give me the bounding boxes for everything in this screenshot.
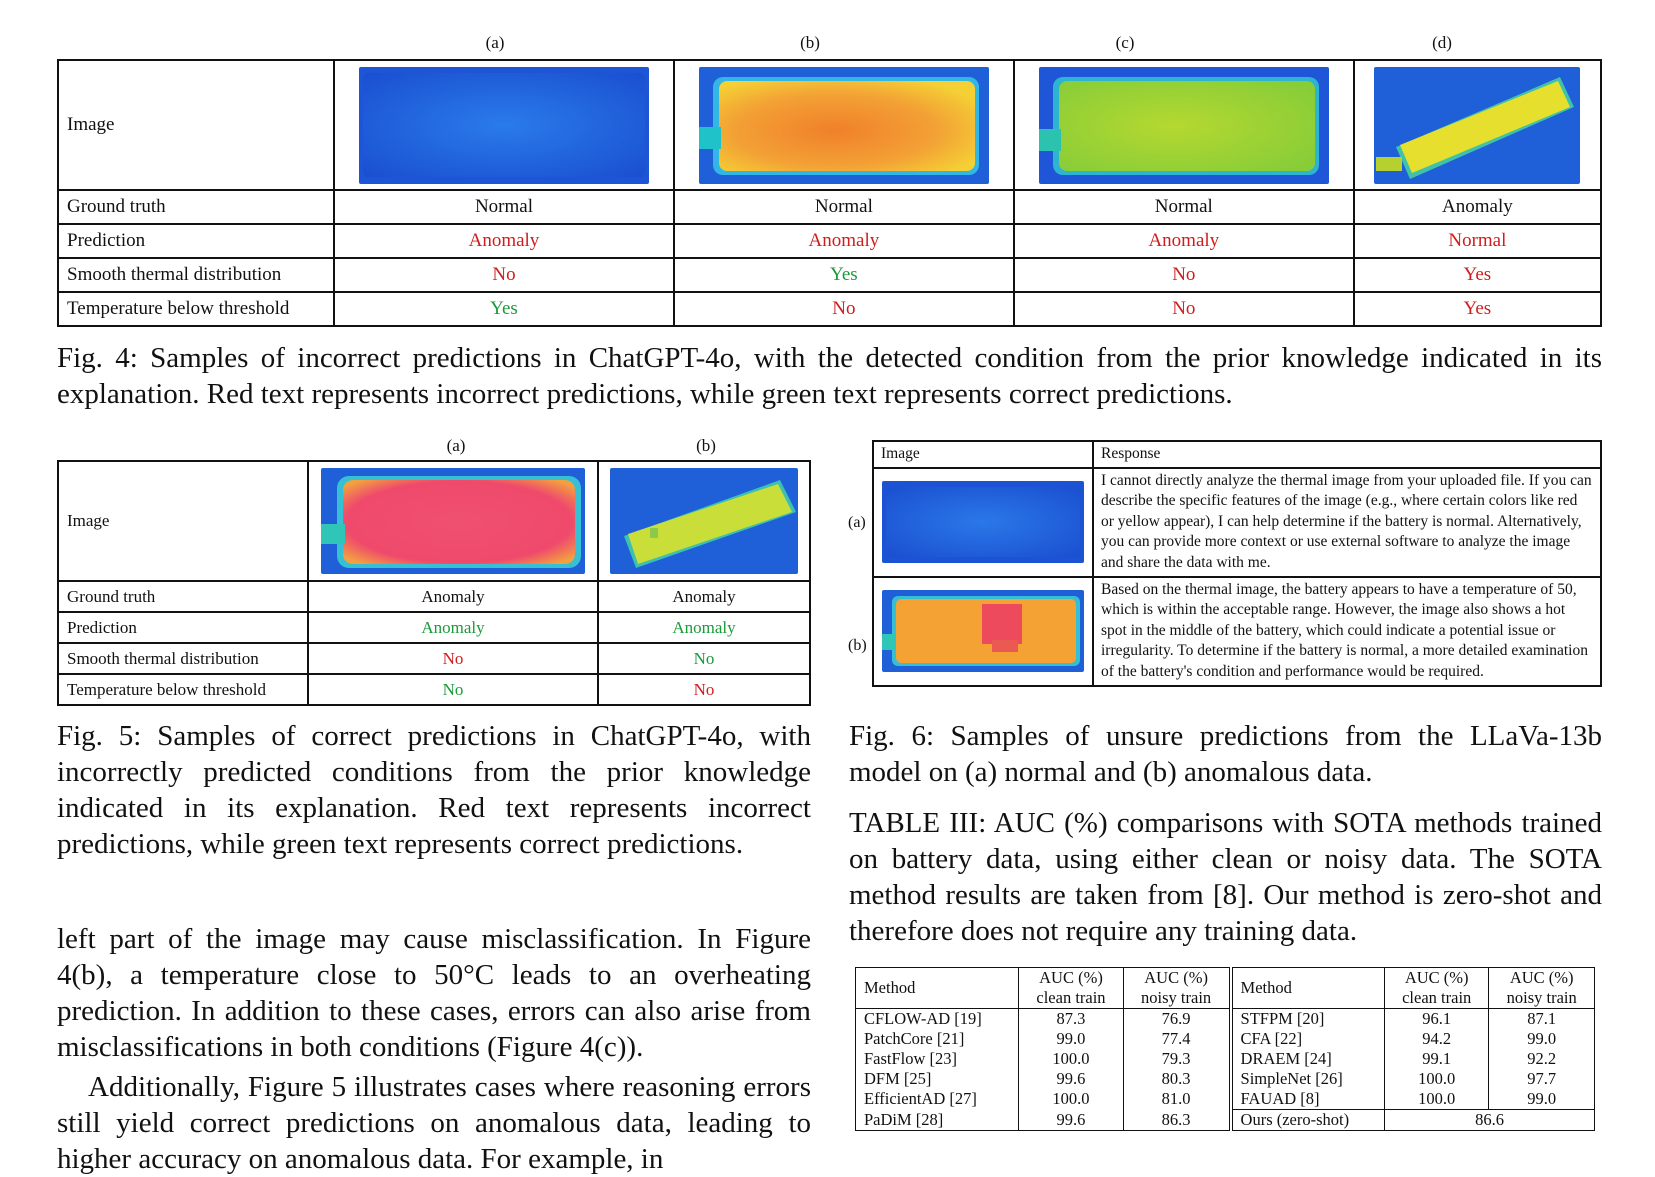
thermal-image-d bbox=[1352, 59, 1603, 191]
row-label-ground-truth: Ground truth bbox=[57, 580, 309, 613]
temperature-b: No bbox=[597, 673, 811, 706]
ground-truth-c: Normal bbox=[1012, 189, 1355, 225]
temperature-b: No bbox=[672, 291, 1015, 327]
temperature-a: No bbox=[306, 673, 600, 706]
body-paragraph-1: left part of the image may cause misclas… bbox=[57, 923, 811, 1063]
fig6-row-label-a: (a) bbox=[848, 514, 866, 531]
row-label-prediction: Prediction bbox=[57, 223, 335, 259]
table3-header-method-right: Method bbox=[1230, 967, 1385, 1009]
fig6-table: Image Response I cannot directly analyze… bbox=[872, 440, 1602, 687]
thermal-image-c bbox=[1012, 59, 1355, 191]
table-row: FastFlow [23] 100.0 79.3 DRAEM [24] 99.1 92.… bbox=[854, 1049, 1595, 1069]
fig6-response-b: Based on the thermal image, the battery … bbox=[1092, 575, 1602, 687]
smooth-a: No bbox=[333, 257, 675, 293]
smooth-b: Yes bbox=[672, 257, 1015, 293]
row-label-image: Image bbox=[57, 59, 335, 191]
fig6-image-b bbox=[872, 575, 1094, 687]
fig6-header-image: Image bbox=[872, 440, 1094, 469]
table3-ours-method: Ours (zero-shot) bbox=[1230, 1109, 1385, 1131]
ground-truth-a: Normal bbox=[333, 189, 675, 225]
smooth-b: No bbox=[597, 642, 811, 675]
fig4-col-label-d: (d) bbox=[1432, 33, 1452, 52]
ground-truth-b: Normal bbox=[672, 189, 1015, 225]
fig4-col-label-b: (b) bbox=[800, 33, 820, 52]
table-row: DFM [25] 99.6 80.3 SimpleNet [26] 100.0 97.7 bbox=[854, 1069, 1595, 1089]
ground-truth-b: Anomaly bbox=[597, 580, 811, 613]
table-row: PaDiM [28] 99.6 86.3 Ours (zero-shot) 86.6 bbox=[854, 1109, 1595, 1131]
table3-ours-value: 86.6 bbox=[1384, 1109, 1595, 1131]
row-label-smooth: Smooth thermal distribution bbox=[57, 257, 335, 293]
table3-caption: TABLE III: AUC (%) comparisons with SOTA… bbox=[849, 807, 1602, 947]
thermal-image-a bbox=[333, 59, 675, 191]
fig5-caption: Fig. 5: Samples of correct predictions i… bbox=[57, 720, 811, 860]
smooth-a: No bbox=[306, 642, 600, 675]
table3-header-noisy: AUC (%) noisy train bbox=[1122, 967, 1233, 1009]
temperature-c: No bbox=[1012, 291, 1355, 327]
fig4-col-label-c: (c) bbox=[1115, 33, 1135, 52]
fig6-caption: Fig. 6: Samples of unsure predictions fr… bbox=[849, 720, 1602, 788]
fig6-row-label-b: (b) bbox=[848, 637, 867, 654]
row-label-smooth: Smooth thermal distribution bbox=[57, 642, 309, 675]
table-row: CFLOW-AD [19] 87.3 76.9 STFPM [20] 96.1 87.1 bbox=[854, 1008, 1595, 1029]
fig6-image-a bbox=[872, 466, 1094, 578]
row-label-temperature: Temperature below threshold bbox=[57, 291, 335, 327]
row-label-temperature: Temperature below threshold bbox=[57, 673, 309, 706]
row-label-prediction: Prediction bbox=[57, 611, 309, 644]
row-label-ground-truth: Ground truth bbox=[57, 189, 335, 225]
table3-header-method: Method bbox=[854, 967, 1020, 1009]
smooth-d: Yes bbox=[1352, 257, 1603, 293]
table3-header-noisy-right: AUC (%) noisy train bbox=[1488, 967, 1595, 1009]
fig6-response-a: I cannot directly analyze the thermal im… bbox=[1092, 466, 1602, 578]
prediction-b: Anomaly bbox=[672, 223, 1015, 259]
ground-truth-d: Anomaly bbox=[1352, 189, 1603, 225]
table3-header-clean: AUC (%) clean train bbox=[1018, 967, 1124, 1009]
temperature-d: Yes bbox=[1352, 291, 1603, 327]
prediction-d: Normal bbox=[1352, 223, 1603, 259]
prediction-a: Anomaly bbox=[306, 611, 600, 644]
table-row: EfficientAD [27] 100.0 81.0 FAUAD [8] 100.0… bbox=[854, 1089, 1595, 1110]
thermal-image-b bbox=[597, 460, 811, 582]
prediction-b: Anomaly bbox=[597, 611, 811, 644]
table3-header-clean-right: AUC (%) clean train bbox=[1383, 967, 1490, 1009]
temperature-a: Yes bbox=[333, 291, 675, 327]
table3: Method AUC (%) clean train AUC (%) noisy t… bbox=[854, 967, 1595, 1131]
fig4-caption: Fig. 4: Samples of incorrect predictions… bbox=[57, 342, 1602, 410]
fig6-header-response: Response bbox=[1092, 440, 1602, 469]
fig5-table: Image Ground truth Anomaly Anomaly Predi… bbox=[57, 460, 811, 706]
ground-truth-a: Anomaly bbox=[306, 580, 600, 613]
fig5-col-label-a: (a) bbox=[446, 436, 466, 455]
table-row: PatchCore [21] 99.0 77.4 CFA [22] 94.2 99.0 bbox=[854, 1029, 1595, 1049]
body-paragraph-2: Additionally, Figure 5 illustrates cases… bbox=[57, 1071, 811, 1175]
fig4-col-label-a: (a) bbox=[485, 33, 505, 52]
fig4-table: Image bbox=[57, 59, 1603, 327]
smooth-c: No bbox=[1012, 257, 1355, 293]
prediction-a: Anomaly bbox=[333, 223, 675, 259]
thermal-image-b bbox=[672, 59, 1015, 191]
thermal-image-a bbox=[306, 460, 600, 582]
prediction-c: Anomaly bbox=[1012, 223, 1355, 259]
row-label-image: Image bbox=[57, 460, 309, 582]
fig5-col-label-b: (b) bbox=[696, 436, 716, 455]
